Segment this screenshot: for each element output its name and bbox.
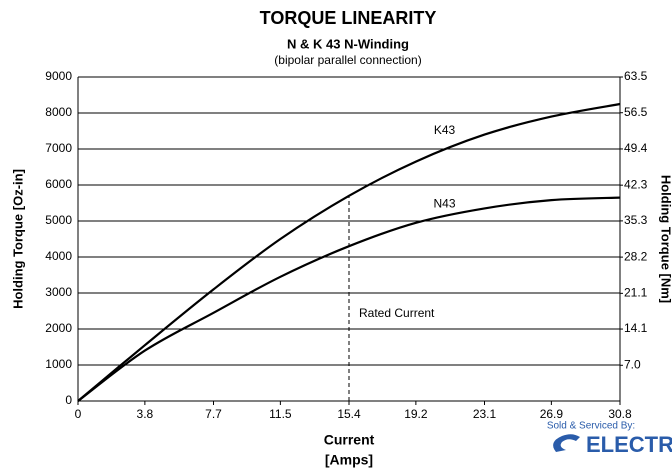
x-tick-label: 15.4: [337, 407, 361, 421]
y-tick-label: 6000: [45, 177, 72, 191]
logo-text: Sold & Serviced By:: [547, 421, 635, 432]
y-tick-label: 4000: [45, 249, 72, 263]
y2-tick-label: 21.1: [624, 286, 648, 300]
x-tick-label: 11.5: [269, 407, 292, 421]
annotation: Rated Current: [359, 306, 435, 320]
y2-axis-label: Holding Torque [Nm]: [659, 175, 672, 303]
y-tick-label: 7000: [45, 141, 72, 155]
x-tick-label: 23.1: [473, 407, 497, 421]
y2-tick-label: 63.5: [624, 69, 648, 83]
y2-tick-label: 49.4: [624, 141, 648, 155]
x-axis-label: Current: [324, 432, 375, 448]
y-axis-label: Holding Torque [Oz-in]: [10, 169, 25, 309]
logo-icon: [553, 434, 580, 452]
chart-subtitle: N & K 43 N-Winding: [287, 36, 409, 51]
y-tick-label: 5000: [45, 213, 72, 227]
y-tick-label: 8000: [45, 105, 72, 119]
y-tick-label: 9000: [45, 69, 72, 83]
y-tick-label: 3000: [45, 285, 72, 299]
y2-tick-label: 56.5: [624, 105, 648, 119]
chart-title: TORQUE LINEARITY: [260, 8, 437, 28]
y-tick-label: 1000: [45, 357, 72, 371]
x-tick-label: 3.8: [137, 407, 154, 421]
line-series: [77, 102, 621, 402]
x-tick-label: 26.9: [540, 407, 564, 421]
series-label: N43: [433, 197, 455, 211]
y2-tick-label: 35.3: [624, 213, 648, 227]
series-label: K43: [434, 123, 456, 137]
x-axis-label: [Amps]: [325, 452, 373, 468]
y-tick-label: 2000: [45, 321, 72, 335]
y2-tick-label: 7.0: [624, 357, 641, 371]
x-tick-label: 19.2: [404, 407, 428, 421]
y2-tick-label: 42.3: [624, 177, 648, 191]
x-tick-label: 7.7: [205, 407, 222, 421]
y2-tick-label: 28.2: [624, 249, 648, 263]
x-tick-label: 0: [75, 407, 82, 421]
logo-text: ELECTR: [586, 432, 672, 457]
x-tick-label: 30.8: [608, 407, 632, 421]
chart-subtitle: (bipolar parallel connection): [274, 53, 421, 67]
y-tick-label: 0: [65, 393, 72, 407]
y2-tick-label: 14.1: [624, 321, 648, 335]
